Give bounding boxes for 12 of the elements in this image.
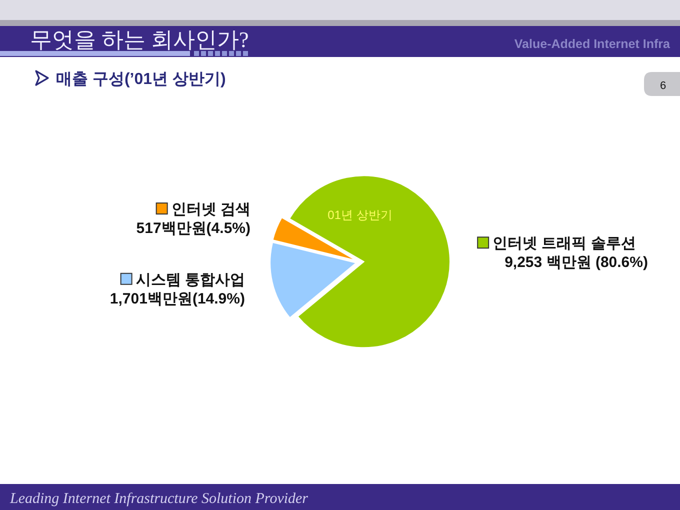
data-label: 517백만원(4.5%) xyxy=(136,220,251,238)
legend-label: 시스템 통합사업 xyxy=(136,271,245,288)
data-label: 9,253 백만원 (80.6%) xyxy=(504,254,648,272)
chart-title: 무엇을 하는 회사인가? xyxy=(30,27,249,52)
chart-subtitle: 매출 구성(’01년 상반기) xyxy=(56,71,226,88)
legend-label: 인터넷 검색 xyxy=(171,201,251,218)
data-label: 1,701백만원(14.9%) xyxy=(110,290,245,308)
text: Leading Internet Infrastructure Solution Provider xyxy=(9,491,308,507)
text: 01년 상반기 xyxy=(328,208,392,222)
legend-label: 인터넷 트래픽 솔루션 xyxy=(492,235,636,252)
text: Value-Added Internet Infra xyxy=(514,37,672,51)
text: 6 xyxy=(660,80,666,92)
